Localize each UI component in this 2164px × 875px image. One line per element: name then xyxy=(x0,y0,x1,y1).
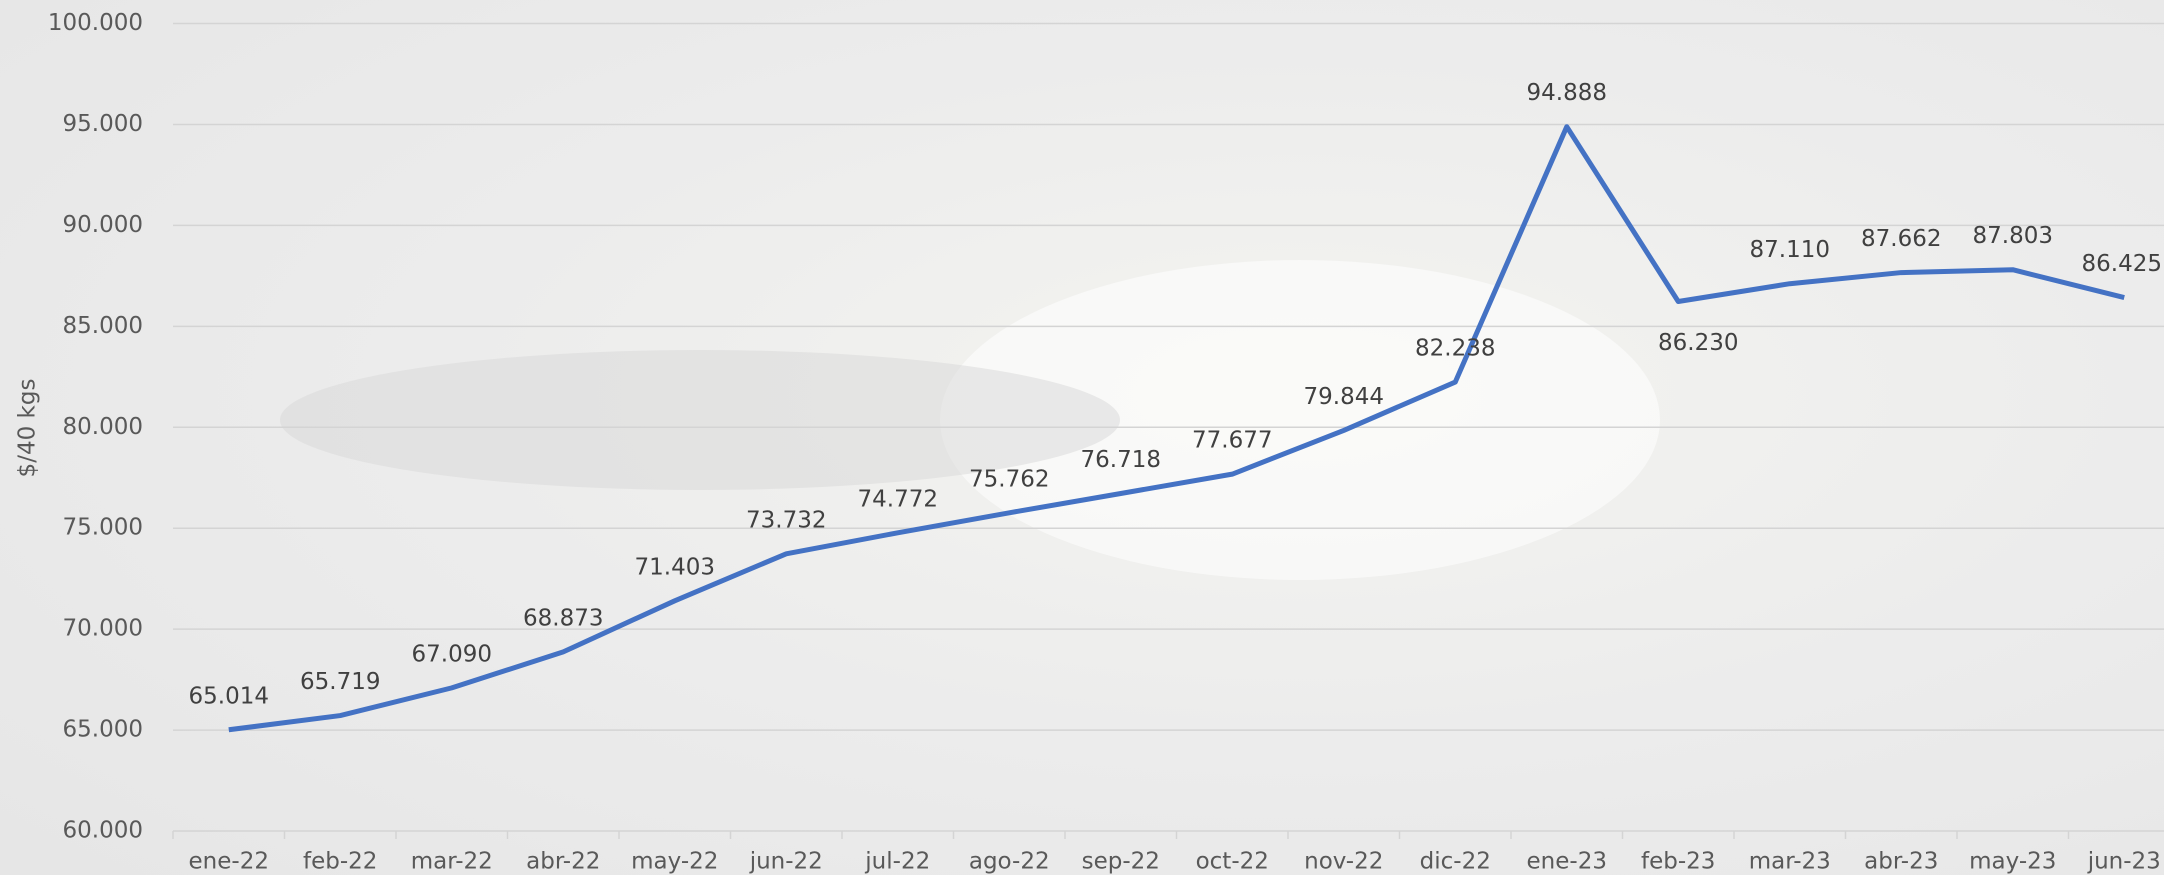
y-tick-label: 70.000 xyxy=(63,616,143,642)
x-tick-label: jul-22 xyxy=(864,849,930,875)
y-tick-label: 65.000 xyxy=(63,717,143,743)
x-tick-label: abr-23 xyxy=(1864,849,1938,875)
y-tick-label: 75.000 xyxy=(63,515,143,541)
chart: $/40 kgs 60.000 65.000 70.000 75.000 80.000 8… xyxy=(0,0,2164,875)
y-axis-title: $/40 kgs xyxy=(15,379,41,478)
data-label: 74.772 xyxy=(858,486,938,512)
data-label: 87.803 xyxy=(1973,223,2053,249)
data-label: 94.888 xyxy=(1527,80,1607,106)
x-tick-label: may-22 xyxy=(631,849,718,875)
y-tick-label: 95.000 xyxy=(63,111,143,137)
x-tick-label: feb-23 xyxy=(1641,849,1715,875)
data-label: 77.677 xyxy=(1192,428,1272,454)
data-label: 79.844 xyxy=(1304,384,1384,410)
x-tick-label: feb-22 xyxy=(303,849,377,875)
y-tick-label: 100.000 xyxy=(48,10,143,36)
x-tick-label: ago-22 xyxy=(969,849,1050,875)
x-tick-label: ene-22 xyxy=(189,849,269,875)
data-label: 87.662 xyxy=(1861,226,1941,252)
x-tick-label: jun-23 xyxy=(2087,849,2161,875)
y-tick-label: 80.000 xyxy=(63,414,143,440)
data-label: 86.425 xyxy=(2082,251,2162,277)
data-label: 86.230 xyxy=(1658,330,1738,356)
x-tick-label: dic-22 xyxy=(1420,849,1491,875)
x-tick-label: may-23 xyxy=(1969,849,2056,875)
x-tick-label: ene-23 xyxy=(1527,849,1607,875)
x-tick-label: jun-22 xyxy=(749,849,823,875)
x-tick-label: mar-23 xyxy=(1749,849,1831,875)
data-label: 71.403 xyxy=(635,554,715,580)
data-label: 68.873 xyxy=(523,605,603,631)
y-tick-label: 90.000 xyxy=(63,212,143,238)
y-tick-label: 85.000 xyxy=(63,313,143,339)
data-label: 65.014 xyxy=(189,683,269,709)
data-label: 67.090 xyxy=(412,641,492,667)
data-label: 82.238 xyxy=(1415,336,1495,362)
page: $/40 kgs 60.000 65.000 70.000 75.000 80.000 8… xyxy=(0,0,2164,875)
y-tick-label: 60.000 xyxy=(63,818,143,844)
x-tick-label: sep-22 xyxy=(1082,849,1160,875)
x-tick-label: abr-22 xyxy=(526,849,600,875)
x-tick-label: oct-22 xyxy=(1196,849,1269,875)
x-tick-label: nov-22 xyxy=(1304,849,1383,875)
data-label: 75.762 xyxy=(969,466,1049,492)
data-label: 87.110 xyxy=(1750,237,1830,263)
data-label: 65.719 xyxy=(300,669,380,695)
x-tick-label: mar-22 xyxy=(411,849,493,875)
data-label: 76.718 xyxy=(1081,447,1161,473)
data-label: 73.732 xyxy=(746,507,826,533)
